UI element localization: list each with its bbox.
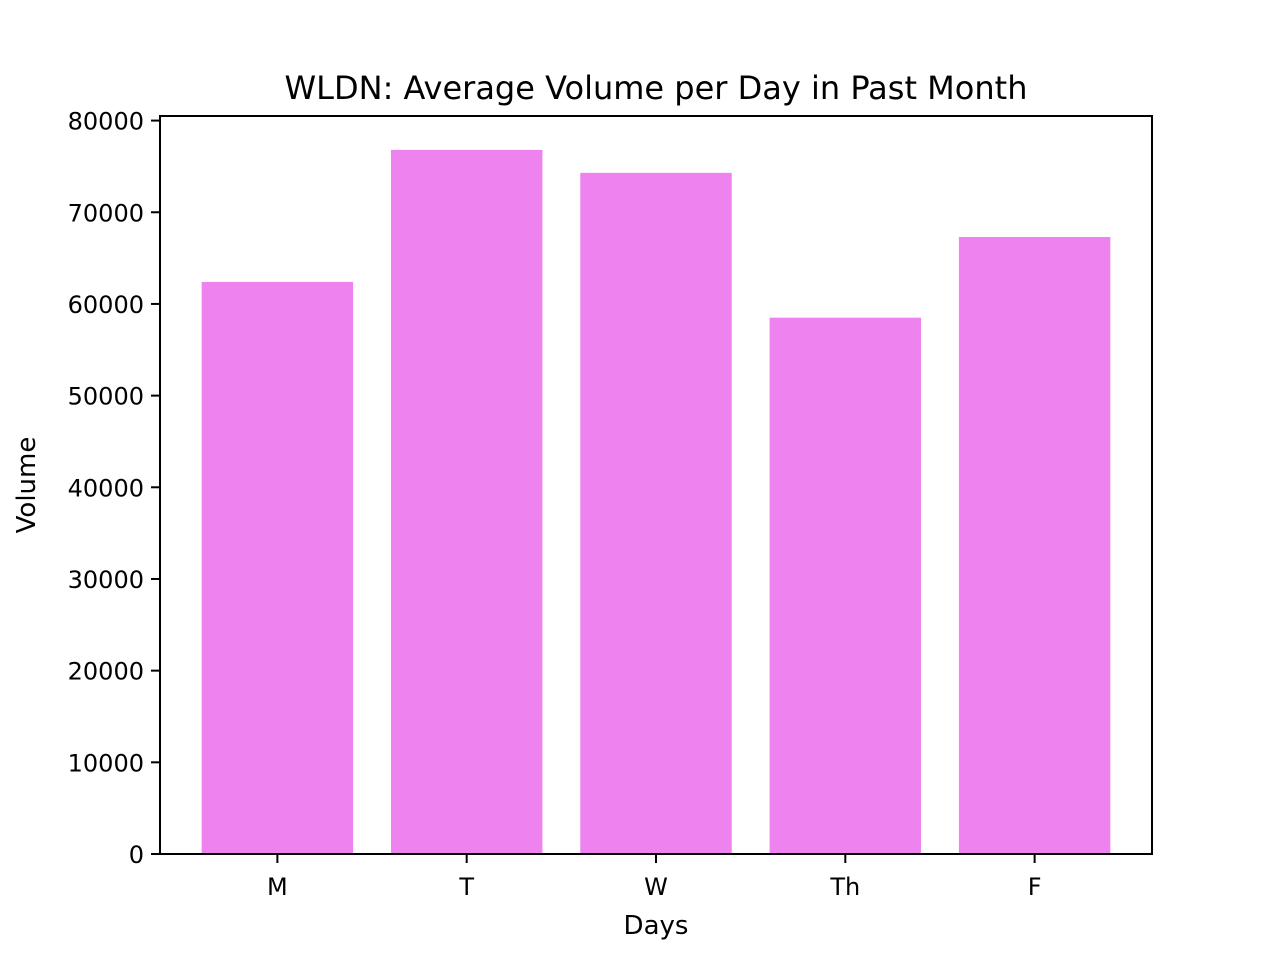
chart-title: WLDN: Average Volume per Day in Past Mon…	[285, 69, 1028, 107]
y-tick-label: 80000	[68, 108, 144, 136]
y-tick-label: 60000	[68, 291, 144, 319]
x-tick-label: F	[1028, 873, 1042, 901]
x-tick-label: W	[644, 873, 668, 901]
plot-frame	[159, 115, 1153, 855]
x-tick-label: M	[267, 873, 288, 901]
bar-f	[958, 237, 1111, 854]
y-tick-label: 50000	[68, 383, 144, 411]
y-tick-label: 10000	[68, 749, 144, 777]
y-tick-label: 0	[129, 841, 144, 869]
y-axis-label: Volume	[12, 437, 42, 534]
y-tick-label: 20000	[68, 658, 144, 686]
x-axis-ticks: M T W Th F	[267, 854, 1042, 901]
y-axis-ticks: 0 10000 20000 30000 40000 50000 60000 70000 8000…	[68, 108, 160, 869]
y-tick-label: 70000	[68, 199, 144, 227]
y-tick-label: 30000	[68, 566, 144, 594]
x-axis-label: Days	[624, 911, 689, 941]
bar-t	[390, 149, 543, 854]
bar-m	[201, 281, 354, 854]
bars-layer	[201, 149, 1111, 855]
bar-w	[580, 172, 732, 855]
bar-th	[769, 317, 922, 854]
x-tick-label: Th	[829, 873, 860, 901]
x-tick-label: T	[458, 873, 474, 901]
y-tick-label: 40000	[68, 474, 144, 502]
